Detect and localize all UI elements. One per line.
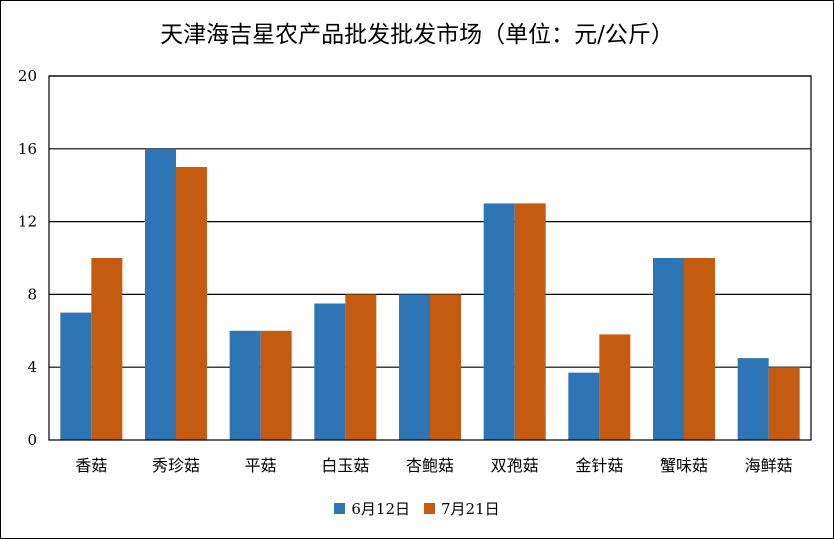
bar: [483, 203, 515, 440]
bar: [145, 148, 176, 441]
legend-label: 6月12日: [351, 500, 410, 518]
legend-swatch: [424, 503, 435, 514]
bar: [176, 167, 207, 440]
bar: [768, 367, 800, 440]
y-tick-label: 12: [18, 213, 37, 231]
bar: [229, 330, 261, 440]
bar: [568, 372, 600, 440]
legend-item: 6月12日: [334, 498, 410, 519]
y-tick-label: 4: [27, 358, 37, 376]
chart-title: 天津海吉星农产品批发批发市场（单位：元/公斤）: [160, 22, 674, 48]
bar: [399, 294, 430, 440]
bar: [430, 294, 461, 440]
bar: [653, 258, 684, 440]
plot-border: [48, 75, 812, 441]
x-tick-label: 金针菇: [575, 456, 623, 475]
bar: [599, 334, 631, 440]
y-tick-label: 8: [27, 285, 37, 303]
x-tick-label: 海鲜菇: [745, 456, 793, 475]
bar: [684, 258, 715, 440]
bar: [260, 330, 292, 440]
x-tick-label: 双孢菇: [491, 456, 539, 475]
y-tick-label: 20: [18, 67, 37, 85]
bar: [345, 294, 377, 440]
bars: [60, 148, 800, 441]
x-tick-label: 香菇: [75, 456, 107, 475]
legend-swatch: [334, 503, 346, 514]
x-tick-label: 蟹味菇: [660, 456, 708, 475]
y-tick-label: 16: [18, 140, 37, 158]
legend-item: 7月21日: [424, 498, 500, 519]
y-tick-label: 0: [27, 431, 37, 449]
tick-labels: 0 4 8 12 16 20 香菇 秀珍菇 平菇 白玉菇 杏鲍菇 双孢菇 金针菇 蟹味菇 海鲜菇: [18, 67, 793, 475]
bar: [314, 303, 346, 440]
bar: [91, 258, 123, 440]
x-tick-label: 秀珍菇: [152, 456, 200, 475]
bar: [737, 358, 769, 440]
legend: 6月12日 7月21日: [1, 498, 833, 519]
x-tick-label: 白玉菇: [321, 456, 369, 475]
bar: [514, 203, 546, 440]
axes: [48, 75, 812, 441]
x-tick-label: 平菇: [245, 456, 277, 475]
x-tick-label: 杏鲍菇: [406, 456, 454, 475]
legend-label: 7月21日: [441, 500, 500, 518]
bar: [60, 312, 92, 440]
